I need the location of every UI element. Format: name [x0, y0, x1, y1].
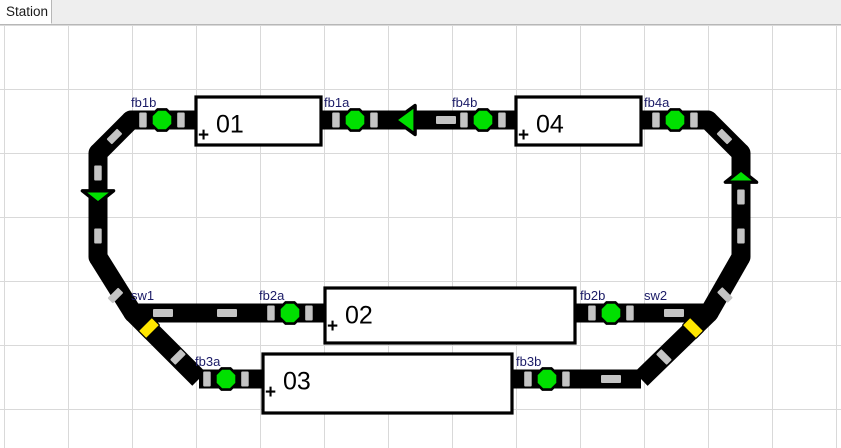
svg-text:+: + — [327, 316, 338, 337]
svg-text:fb4b: fb4b — [452, 95, 477, 110]
svg-text:01: 01 — [216, 111, 244, 139]
svg-text:fb3a: fb3a — [195, 354, 221, 369]
svg-text:sw2: sw2 — [644, 288, 667, 303]
svg-text:+: + — [518, 125, 529, 146]
svg-text:fb1a: fb1a — [324, 95, 350, 110]
svg-text:sw1: sw1 — [131, 288, 154, 303]
svg-text:+: + — [265, 382, 276, 403]
svg-text:04: 04 — [536, 111, 564, 139]
svg-text:03: 03 — [283, 368, 311, 396]
svg-text:fb4a: fb4a — [644, 95, 670, 110]
svg-text:02: 02 — [345, 302, 373, 330]
svg-text:fb2b: fb2b — [580, 288, 605, 303]
svg-text:fb2a: fb2a — [259, 288, 285, 303]
svg-text:+: + — [198, 125, 209, 146]
svg-text:fb3b: fb3b — [516, 354, 541, 369]
svg-text:fb1b: fb1b — [131, 95, 156, 110]
